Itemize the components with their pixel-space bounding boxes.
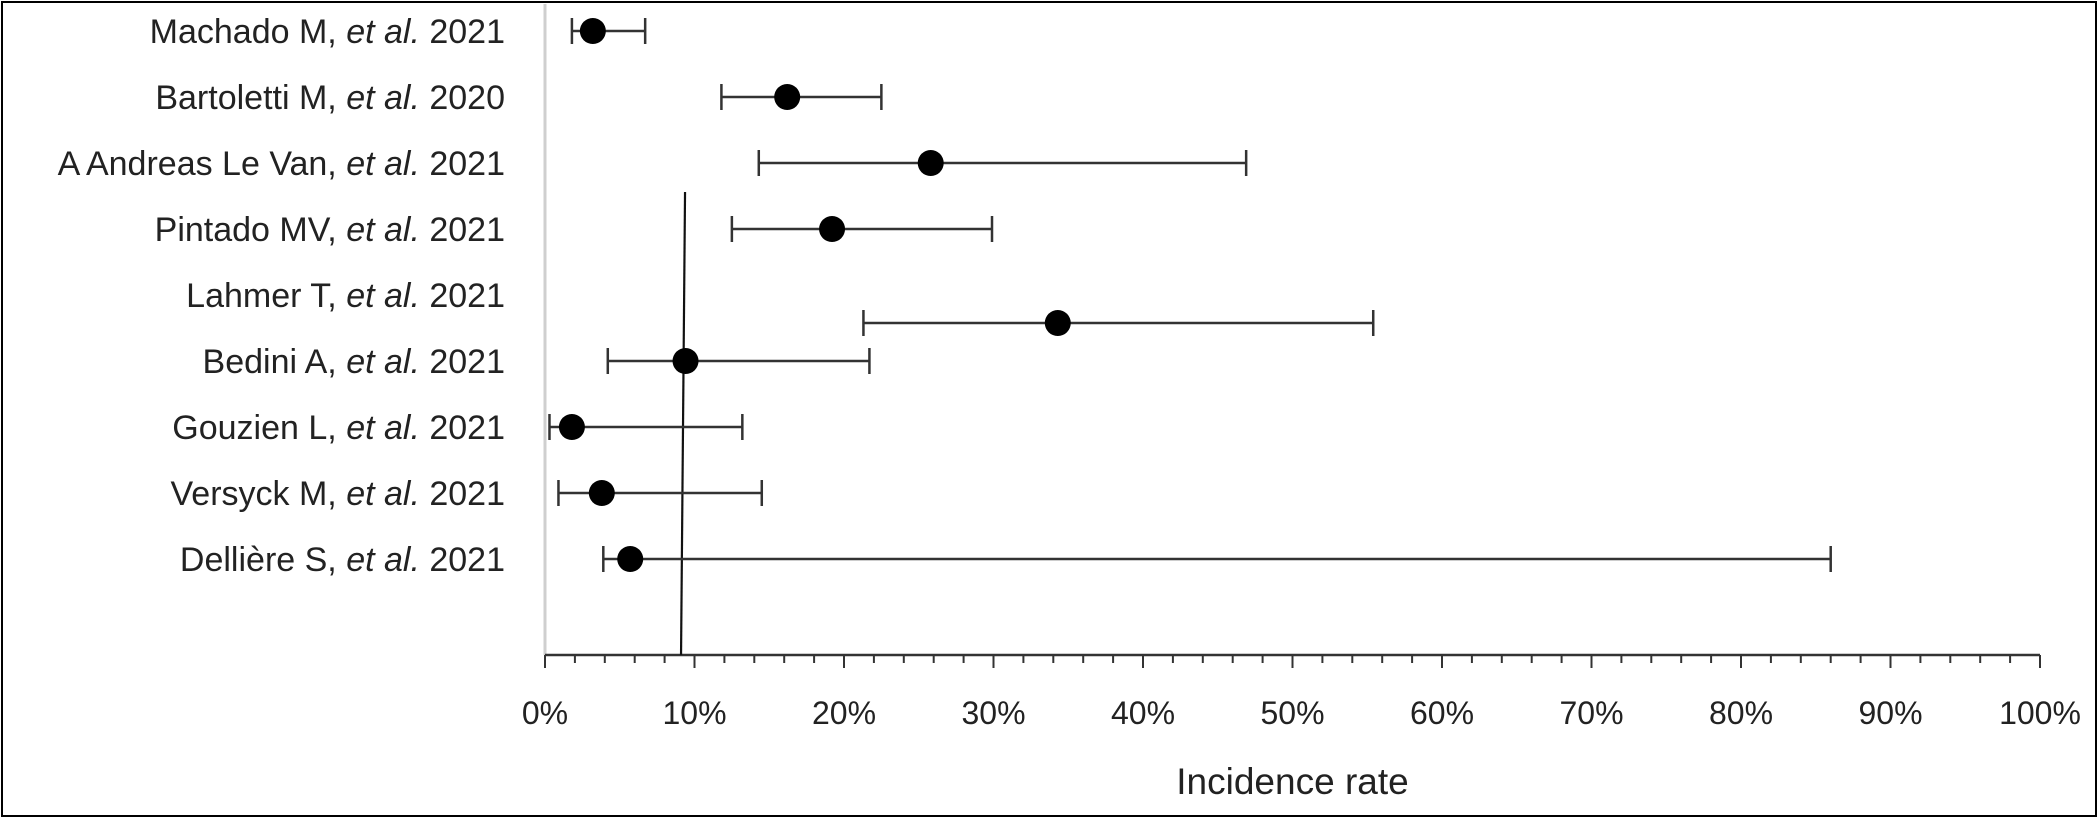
x-axis-title: Incidence rate	[1176, 761, 1408, 802]
study-label: A Andreas Le Van, et al. 2021	[58, 145, 505, 183]
point-estimate	[774, 84, 801, 110]
study-label: Lahmer T, et al. 2021	[186, 277, 505, 315]
x-tick-label: 50%	[1260, 695, 1324, 731]
x-tick-label: 0%	[522, 695, 568, 731]
point-estimate	[1044, 310, 1071, 336]
reference-line	[679, 191, 687, 656]
x-tick-label: 100%	[1999, 695, 2081, 731]
study-label: Dellière S, et al. 2021	[180, 541, 505, 579]
study-label: Gouzien L, et al. 2021	[172, 409, 505, 447]
x-tick-label: 70%	[1559, 695, 1623, 731]
point-estimate	[558, 414, 585, 440]
point-estimate	[617, 546, 644, 572]
x-tick-label: 10%	[662, 695, 726, 731]
study-label: Pintado MV, et al. 2021	[155, 211, 505, 249]
point-estimate	[819, 216, 846, 242]
x-tick-label: 90%	[1858, 695, 1922, 731]
study-label: Bedini A, et al. 2021	[203, 343, 505, 381]
point-estimate	[579, 18, 606, 44]
x-tick-label: 30%	[961, 695, 1025, 731]
x-tick-label: 80%	[1709, 695, 1773, 731]
study-label: Bartoletti M, et al. 2020	[155, 79, 505, 117]
x-tick-label: 40%	[1111, 695, 1175, 731]
x-tick-label: 20%	[812, 695, 876, 731]
point-estimate	[672, 348, 699, 374]
point-estimate	[917, 150, 944, 176]
point-estimate	[588, 480, 615, 506]
study-label: Machado M, et al. 2021	[150, 13, 505, 51]
x-tick-label: 60%	[1410, 695, 1474, 731]
study-label: Versyck M, et al. 2021	[170, 475, 505, 513]
